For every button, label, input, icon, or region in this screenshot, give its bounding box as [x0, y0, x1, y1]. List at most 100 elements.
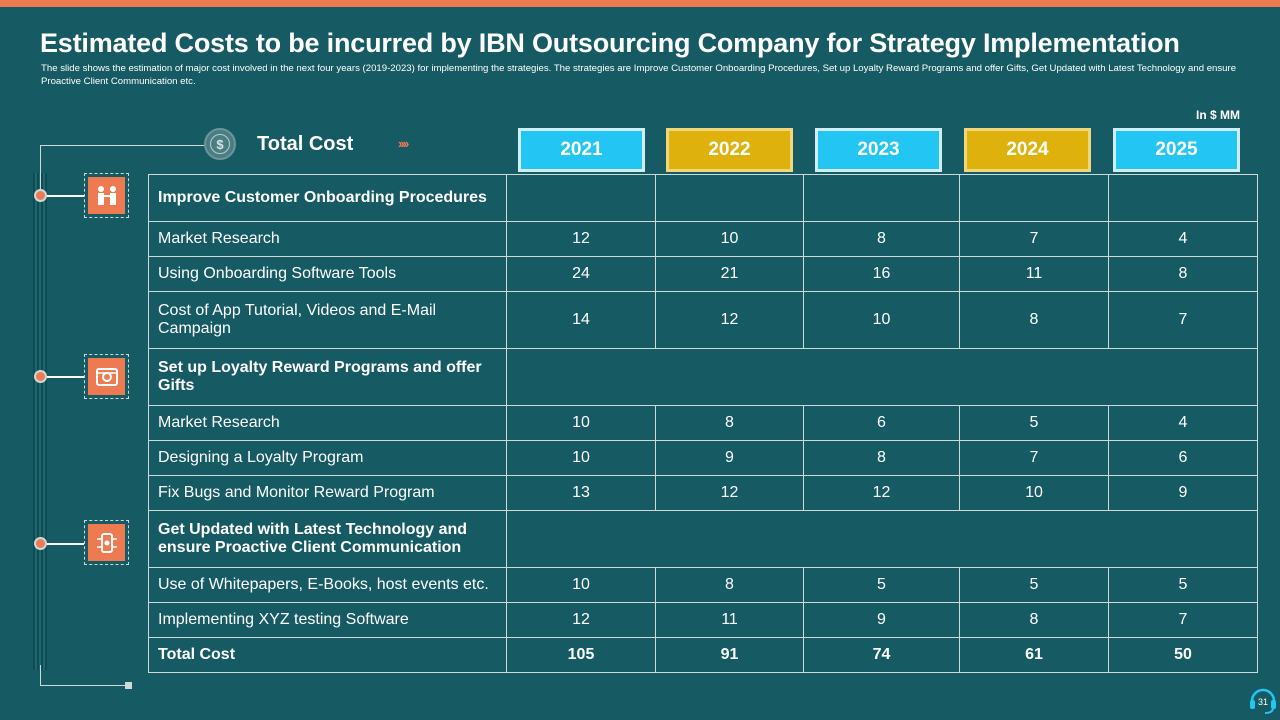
section-icon-box-1 [84, 173, 129, 218]
cell-2021: 12 [506, 602, 656, 638]
cell-2023: 10 [803, 291, 960, 349]
section-heading: Get Updated with Latest Technology and e… [148, 510, 507, 568]
timeline-end-marker [125, 682, 132, 689]
cell-2023: 8 [803, 440, 960, 476]
section-heading: Improve Customer Onboarding Procedures [148, 174, 507, 222]
table-row: Using Onboarding Software Tools 24 21 16… [148, 256, 1258, 292]
cell-2022: 12 [655, 291, 804, 349]
cell-2023: 6 [803, 405, 960, 441]
section-heading-row: Improve Customer Onboarding Procedures [148, 174, 1258, 222]
cell-2021: 14 [506, 291, 656, 349]
row-label: Cost of App Tutorial, Videos and E-Mail … [148, 291, 507, 349]
timeline-link-1 [47, 195, 84, 197]
total-row: Total Cost 105 91 74 61 50 [148, 637, 1258, 673]
cell-2024: 5 [959, 567, 1109, 603]
section-heading: Set up Loyalty Reward Programs and offer… [148, 348, 507, 406]
timeline-link-2 [47, 376, 84, 378]
cell-2021: 10 [506, 440, 656, 476]
headset-icon: 31 [1250, 688, 1276, 714]
cell-2024: 5 [959, 405, 1109, 441]
cell-2025: 9 [1108, 475, 1258, 511]
total-2022: 91 [655, 637, 804, 673]
timeline-connector-bottom-horizontal [40, 685, 128, 686]
timeline-link-3 [47, 543, 84, 545]
timeline-dot-1 [34, 189, 47, 202]
section-icon-box-2 [84, 354, 129, 399]
year-header-2022: 2022 [666, 128, 793, 172]
page-number: 31 [1258, 697, 1268, 707]
cell-2021: 13 [506, 475, 656, 511]
table-row: Market Research 12 10 8 7 4 [148, 221, 1258, 257]
timeline-dot-2 [34, 370, 47, 383]
cell-2025: 7 [1108, 602, 1258, 638]
cell-2023: 9 [803, 602, 960, 638]
cell-2022: 8 [655, 567, 804, 603]
year-header-2025: 2025 [1113, 128, 1240, 172]
cell-2021: 10 [506, 405, 656, 441]
page-title: Estimated Costs to be incurred by IBN Ou… [40, 28, 1180, 58]
cell-2024: 8 [959, 291, 1109, 349]
top-accent-bar [0, 0, 1280, 7]
table-row: Implementing XYZ testing Software 12 11 … [148, 602, 1258, 638]
row-label: Designing a Loyalty Program [148, 440, 507, 476]
total-2025: 50 [1108, 637, 1258, 673]
unit-label: In $ MM [1196, 108, 1240, 122]
timeline-connector-top [40, 145, 41, 190]
cell-2024: 8 [959, 602, 1109, 638]
cell-2022: 8 [655, 405, 804, 441]
cell-2023: 5 [803, 567, 960, 603]
section-heading-row: Set up Loyalty Reward Programs and offer… [148, 348, 1258, 406]
total-2021: 105 [506, 637, 656, 673]
row-label: Fix Bugs and Monitor Reward Program [148, 475, 507, 511]
year-header-2021: 2021 [518, 128, 645, 172]
total-2023: 74 [803, 637, 960, 673]
cell-2024: 7 [959, 221, 1109, 257]
cell-2022: 11 [655, 602, 804, 638]
year-header-2024: 2024 [964, 128, 1091, 172]
cell-2025: 4 [1108, 405, 1258, 441]
cost-table: Improve Customer Onboarding Procedures M… [148, 174, 1258, 673]
total-cost-label: Total Cost [257, 133, 354, 155]
table-row: Fix Bugs and Monitor Reward Program 13 1… [148, 475, 1258, 511]
page-number-badge: 31 [1248, 684, 1278, 714]
tech-chip-icon [96, 532, 117, 553]
cell-2022: 21 [655, 256, 804, 292]
cell-2025: 6 [1108, 440, 1258, 476]
timeline-bar [33, 173, 47, 670]
timeline-connector-bottom [40, 665, 41, 685]
section-heading-row: Get Updated with Latest Technology and e… [148, 510, 1258, 568]
table-row: Market Research 10 8 6 5 4 [148, 405, 1258, 441]
section-icon-box-3 [84, 520, 129, 565]
cell-2022: 9 [655, 440, 804, 476]
timeline-dot-3 [34, 537, 47, 550]
cell-2023: 16 [803, 256, 960, 292]
cell-2022: 10 [655, 221, 804, 257]
people-icon [97, 185, 116, 205]
cell-2021: 24 [506, 256, 656, 292]
cell-2025: 7 [1108, 291, 1258, 349]
table-row: Use of Whitepapers, E-Books, host events… [148, 567, 1258, 603]
row-label: Using Onboarding Software Tools [148, 256, 507, 292]
table-row: Designing a Loyalty Program 10 9 8 7 6 [148, 440, 1258, 476]
cell-2024: 7 [959, 440, 1109, 476]
total-row-label: Total Cost [148, 637, 507, 673]
dollar-icon: $ [204, 128, 236, 160]
total-2024: 61 [959, 637, 1109, 673]
timeline-connector-top-horizontal [40, 145, 210, 146]
cell-2024: 11 [959, 256, 1109, 292]
cell-2023: 12 [803, 475, 960, 511]
cell-2021: 12 [506, 221, 656, 257]
cell-2025: 4 [1108, 221, 1258, 257]
arrows-icon: ›››› [398, 136, 409, 151]
cell-2022: 12 [655, 475, 804, 511]
cell-2025: 8 [1108, 256, 1258, 292]
row-label: Market Research [148, 221, 507, 257]
cell-2024: 10 [959, 475, 1109, 511]
cell-2021: 10 [506, 567, 656, 603]
year-header-2023: 2023 [815, 128, 942, 172]
row-label: Market Research [148, 405, 507, 441]
cell-2025: 5 [1108, 567, 1258, 603]
gift-card-icon [95, 367, 118, 386]
cell-2023: 8 [803, 221, 960, 257]
table-row: Cost of App Tutorial, Videos and E-Mail … [148, 291, 1258, 349]
